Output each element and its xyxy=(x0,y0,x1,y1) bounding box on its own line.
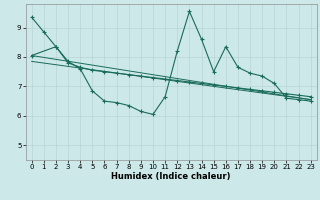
X-axis label: Humidex (Indice chaleur): Humidex (Indice chaleur) xyxy=(111,172,231,181)
